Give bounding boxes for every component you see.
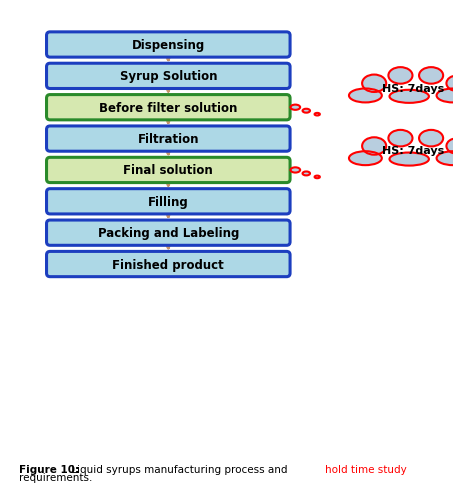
Ellipse shape	[314, 176, 320, 179]
Text: Filtration: Filtration	[138, 133, 199, 146]
Ellipse shape	[314, 114, 320, 116]
Text: Before filter solution: Before filter solution	[99, 102, 237, 115]
FancyBboxPatch shape	[46, 33, 290, 58]
Text: Final solution: Final solution	[124, 164, 213, 177]
Text: Packing and Labeling: Packing and Labeling	[98, 227, 239, 240]
FancyBboxPatch shape	[46, 95, 290, 121]
Ellipse shape	[419, 68, 443, 85]
Ellipse shape	[388, 131, 412, 147]
Ellipse shape	[419, 131, 443, 147]
Text: Syrup Solution: Syrup Solution	[119, 70, 217, 83]
Ellipse shape	[362, 138, 386, 155]
Ellipse shape	[446, 139, 468, 154]
FancyBboxPatch shape	[46, 158, 290, 183]
Ellipse shape	[291, 168, 300, 173]
FancyBboxPatch shape	[46, 64, 290, 90]
Ellipse shape	[349, 90, 382, 103]
Ellipse shape	[389, 153, 429, 166]
Ellipse shape	[291, 106, 300, 111]
Ellipse shape	[437, 152, 468, 166]
Text: Finished product: Finished product	[112, 258, 224, 271]
Text: hold time study: hold time study	[325, 464, 407, 474]
Ellipse shape	[388, 68, 412, 85]
Text: HS: 7days: HS: 7days	[382, 83, 445, 93]
Ellipse shape	[446, 76, 468, 92]
Text: Liquid syrups manufacturing process and: Liquid syrups manufacturing process and	[68, 464, 291, 474]
Text: HS: 7days: HS: 7days	[382, 146, 445, 156]
FancyBboxPatch shape	[46, 252, 290, 277]
Ellipse shape	[302, 172, 310, 176]
FancyBboxPatch shape	[46, 189, 290, 214]
Text: Filling: Filling	[148, 196, 189, 209]
Text: requirements.: requirements.	[19, 471, 92, 482]
Text: Figure 10:: Figure 10:	[19, 464, 79, 474]
FancyBboxPatch shape	[46, 221, 290, 246]
FancyBboxPatch shape	[46, 127, 290, 152]
Ellipse shape	[302, 109, 310, 113]
Text: Dispensing: Dispensing	[132, 39, 205, 52]
Ellipse shape	[437, 90, 468, 103]
Ellipse shape	[349, 152, 382, 166]
Ellipse shape	[362, 76, 386, 93]
Ellipse shape	[389, 91, 429, 104]
